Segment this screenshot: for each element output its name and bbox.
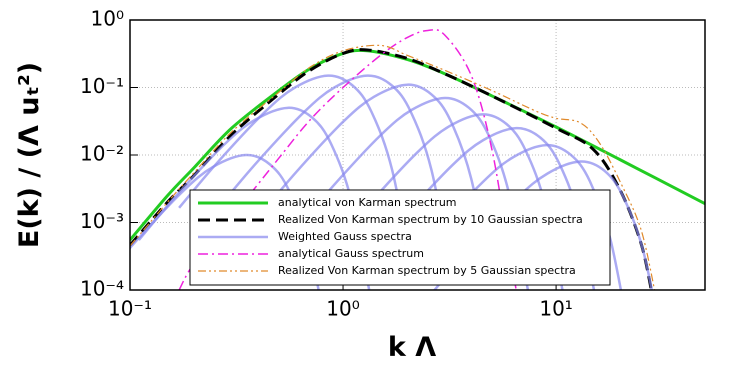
x-tick-label: 10⁰ (326, 297, 359, 321)
legend: analytical von Karman spectrum Realized V… (189, 189, 611, 286)
series-line (130, 44, 656, 290)
legend-label: Realized Von Karman spectrum by 10 Gauss… (278, 213, 583, 226)
ticks: 10⁻¹ 10⁰ 10¹ 10⁻⁴ 10⁻³ 10⁻² 10⁻¹ 10⁰ (80, 7, 573, 321)
gauss-curve (178, 74, 415, 277)
legend-label: analytical von Karman spectrum (278, 196, 457, 209)
series-line (130, 48, 653, 290)
y-tick-label: 10⁻¹ (80, 74, 124, 98)
y-axis-label: E(k) / (Λ uₜ²) (14, 62, 45, 248)
y-tick-label: 10⁻² (80, 142, 124, 166)
gauss-curve (257, 83, 494, 285)
plot-frame (129, 19, 706, 291)
x-axis-label: k Λ (388, 332, 436, 363)
legend-label: Weighted Gauss spectra (278, 230, 412, 243)
y-tick-label: 10⁰ (91, 7, 124, 31)
x-tick-label: 10⁻¹ (108, 297, 152, 321)
legend-label: analytical Gauss spectrum (278, 247, 424, 260)
y-tick-label: 10⁻³ (80, 209, 124, 233)
y-tick-label: 10⁻⁴ (80, 277, 124, 301)
x-tick-label: 10¹ (539, 297, 572, 321)
legend-label: Realized Von Karman spectrum by 5 Gaussi… (278, 264, 576, 277)
gauss-curve (217, 74, 454, 277)
